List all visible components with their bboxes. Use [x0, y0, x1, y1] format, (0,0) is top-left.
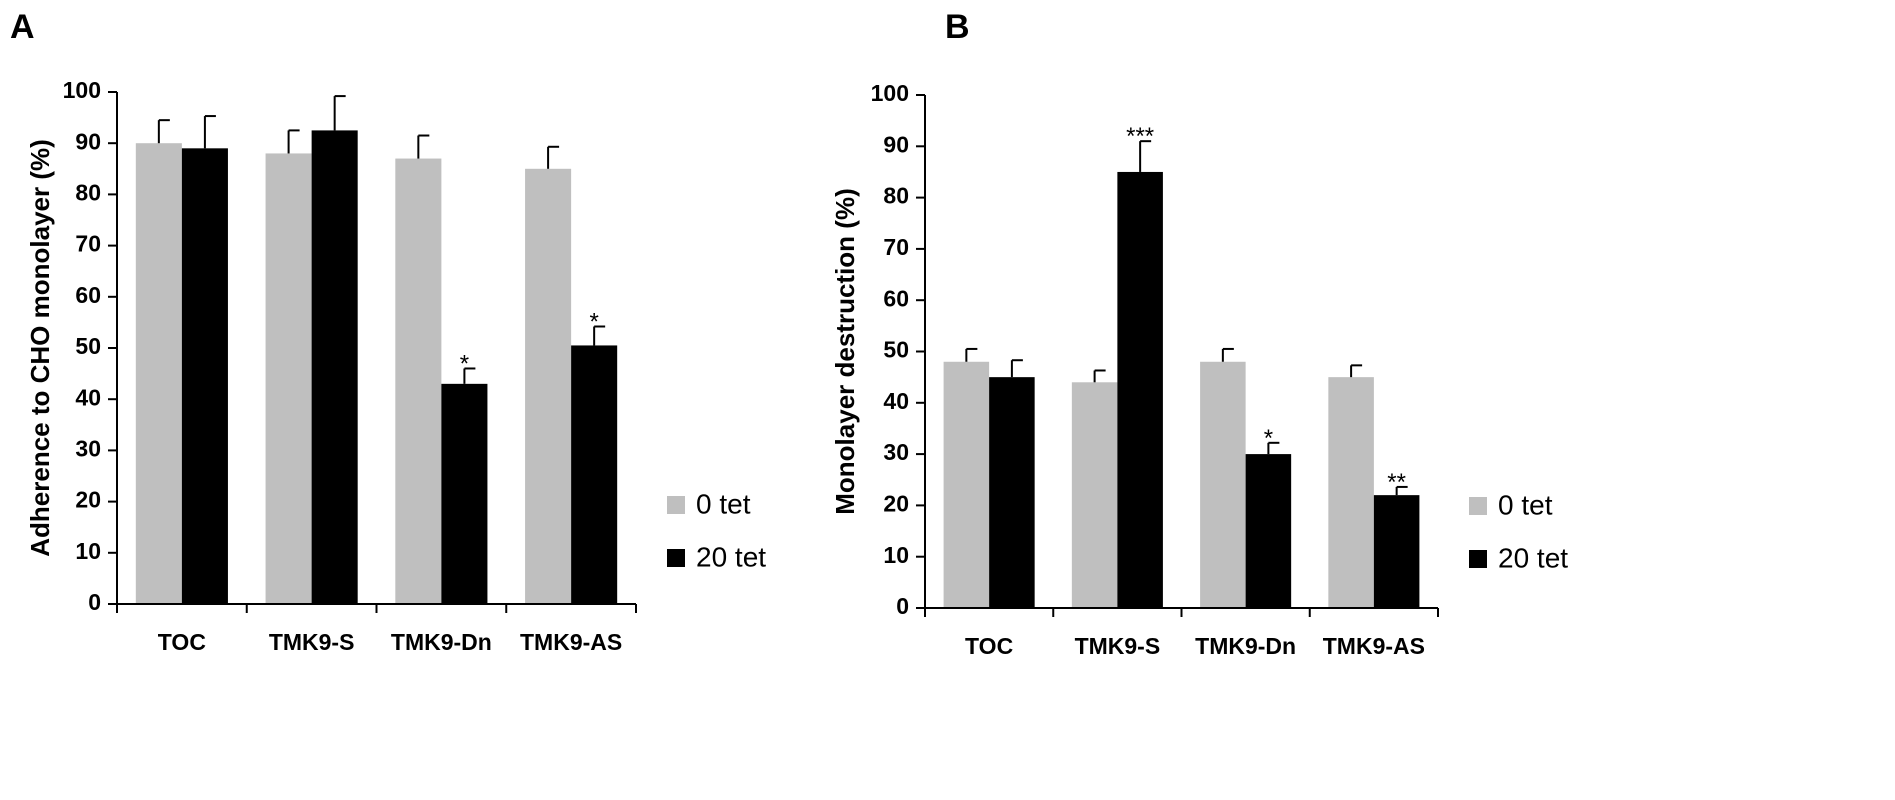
panel-letter-b: B [945, 8, 970, 46]
bar [311, 130, 358, 604]
bar [1328, 377, 1374, 608]
y-tick-label: 90 [883, 131, 909, 157]
legend-swatch [667, 496, 685, 514]
y-tick-label: 0 [88, 589, 101, 615]
legend: 0 tet 20 tet [667, 488, 766, 572]
y-tick-label: 30 [75, 435, 101, 461]
panel-a: A Adherence to CHO monolayer (%) * * 0 10 20… [10, 8, 766, 655]
legend-label: 0 tet [696, 488, 751, 519]
y-axis-title: Monolayer destruction (%) [830, 188, 860, 514]
y-tick-label: 100 [63, 77, 101, 103]
bar [943, 361, 990, 608]
y-tick-label: 20 [75, 487, 101, 513]
bar [1200, 361, 1246, 608]
bar [571, 345, 618, 604]
bar [1245, 454, 1292, 608]
y-tick-label: 60 [883, 285, 909, 311]
y-tick-label: 0 [896, 593, 909, 619]
panel-b: B Monolayer destruction (%) ******010203… [830, 8, 1568, 659]
y-tick-label: 30 [883, 439, 909, 465]
y-axis-title: Adherence to CHO monolayer (%) [25, 139, 55, 557]
y-tick-label: 10 [883, 542, 909, 568]
significance-label: * [589, 308, 598, 335]
y-tick-label: 80 [883, 183, 909, 209]
y-tick-label: 80 [75, 179, 101, 205]
legend-label: 0 tet [1498, 489, 1553, 520]
bar [395, 158, 442, 604]
bar [1373, 495, 1420, 608]
x-tick-label: TOC [965, 633, 1013, 659]
y-tick-label: 70 [75, 231, 101, 257]
legend-label: 20 tet [1498, 542, 1568, 573]
y-tick-label: 100 [871, 80, 909, 106]
x-tick-label: TMK9-Dn [391, 629, 492, 655]
legend-swatch [667, 549, 685, 567]
bar [135, 143, 182, 604]
bar [989, 377, 1035, 608]
x-tick-label: TMK9-AS [520, 629, 622, 655]
panel-letter-a: A [10, 8, 35, 46]
legend: 0 tet 20 tet [1469, 489, 1568, 573]
legend-label: 20 tet [696, 541, 766, 572]
y-tick-label: 90 [75, 128, 101, 154]
bar [265, 153, 312, 604]
x-tick-label: TOC [158, 629, 206, 655]
significance-label: * [460, 350, 469, 377]
bar [181, 148, 228, 604]
significance-label: ** [1387, 469, 1406, 496]
y-tick-label: 10 [75, 538, 101, 564]
y-tick-label: 70 [883, 234, 909, 260]
x-tick-label: TMK9-S [269, 629, 355, 655]
x-tick-label: TMK9-AS [1323, 633, 1425, 659]
legend-swatch [1469, 497, 1487, 515]
y-tick-label: 40 [883, 388, 909, 414]
x-tick-label: TMK9-S [1075, 633, 1161, 659]
bar [441, 383, 488, 604]
plot-area: * * 0 10 20 30 40 50 60 70 80 90 100 TOC TMK9-S TMK9-Dn… [63, 77, 637, 655]
significance-label: * [1264, 425, 1273, 452]
y-tick-label: 40 [75, 384, 101, 410]
bar [525, 168, 572, 605]
significance-label: *** [1126, 123, 1154, 150]
bar [1071, 382, 1118, 608]
bar [1117, 171, 1163, 608]
y-tick-label: 50 [75, 333, 101, 359]
y-tick-label: 20 [883, 490, 909, 516]
y-tick-label: 60 [75, 282, 101, 308]
x-tick-label: TMK9-Dn [1195, 633, 1296, 659]
y-tick-label: 50 [883, 337, 909, 363]
legend-swatch [1469, 550, 1487, 568]
